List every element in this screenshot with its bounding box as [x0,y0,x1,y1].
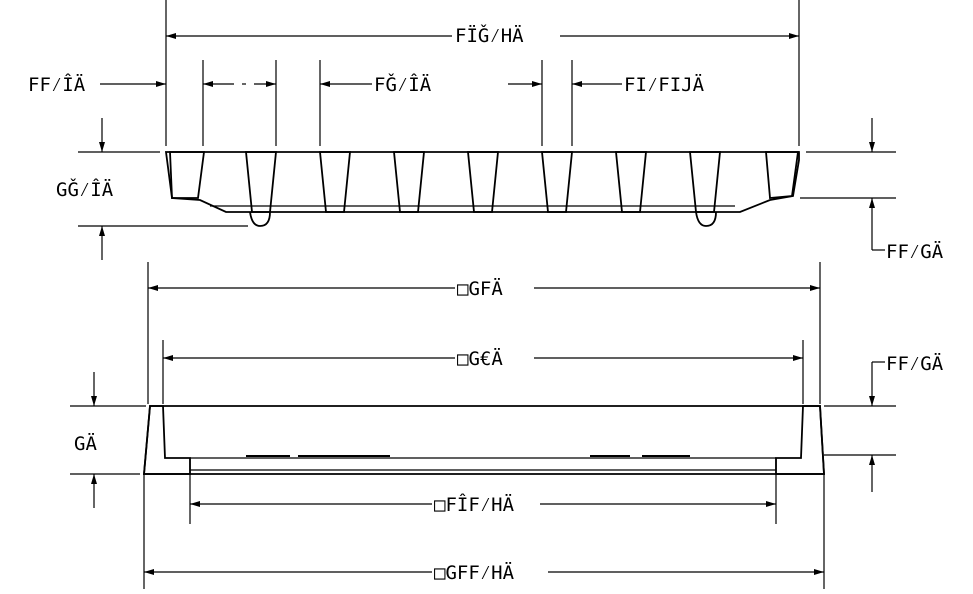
dim-rib-pitch-label: FǦ⁄ÎÄ [374,72,432,96]
dim-height-label: GǦ⁄ÎÄ [56,177,114,201]
bottom-view: □GFÄ □G€Ä GÄ [70,262,944,589]
dim-inner-top: □G€Ä [163,347,803,370]
dim-height: GǦ⁄ÎÄ [56,118,248,260]
dim-lip-top: FF⁄GÄ [800,118,944,263]
dim-outer-top-label: □GFÄ [457,277,503,300]
dim-outer-bottom-label: □GFF⁄HÄ [434,561,515,584]
dim-lip-frame-label: FF⁄GÄ [886,352,944,375]
dim-inner-bottom: □FÎF⁄HÄ [190,493,776,516]
dim-frame-height-label: GÄ [74,432,97,455]
dim-outer-top: □GFÄ [148,277,820,300]
top-view: FÏǦ⁄HÄ FF⁄ÎÄ FǦ⁄ÎÄ FI⁄FIJÄ [28,0,944,263]
dim-inner-bottom-label: □FÎF⁄HÄ [434,493,515,516]
dim-lip-top-label: FF⁄GÄ [886,240,944,263]
dim-frame-height: GÄ [70,372,146,508]
dim-overall-width: FÏǦ⁄HÄ [166,23,799,47]
dim-rib-pitch: FǦ⁄ÎÄ [320,72,432,96]
dim-lip-frame: FF⁄GÄ [824,352,944,492]
dim-left-margin-label: FF⁄ÎÄ [28,73,86,96]
dim-overall-width-label: FÏǦ⁄HÄ [455,23,524,47]
dim-outer-bottom: □GFF⁄HÄ [144,561,824,584]
dim-left-margin: FF⁄ÎÄ [28,73,276,96]
dim-slot: FI⁄FIJÄ [508,73,705,96]
dim-inner-top-label: □G€Ä [457,347,503,370]
grate-ribs [169,151,800,213]
dim-slot-label: FI⁄FIJÄ [624,73,705,96]
